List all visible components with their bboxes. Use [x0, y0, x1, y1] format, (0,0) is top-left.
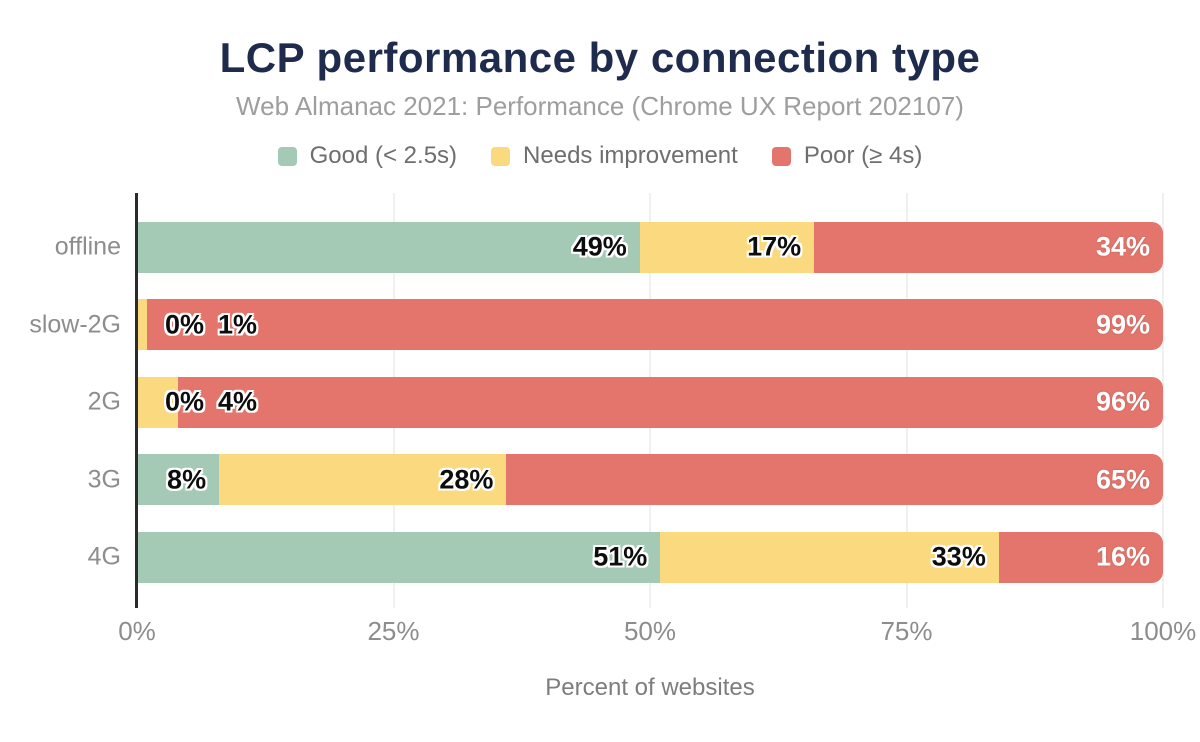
gridline-100	[1162, 193, 1164, 608]
legend-item-poor: Poor (≥ 4s)	[771, 142, 923, 170]
bar-segment-offline-good	[137, 221, 640, 273]
bar-row-2G: 0% 4% 96%	[137, 376, 1163, 428]
y-axis-label-offline: offline	[54, 232, 121, 261]
x-tick-label-25: 25%	[367, 616, 420, 646]
x-tick-label-50: 50%	[623, 616, 677, 646]
legend-swatch-good-icon	[277, 146, 297, 166]
y-axis-label-slow-2G: slow-2G	[29, 310, 121, 338]
bar-row-3G: 8% 28% 65%	[137, 454, 1163, 505]
bar-value-label: 4%	[218, 386, 258, 417]
bar-segment-3G-needs-improvement	[219, 454, 507, 505]
bar-value-label: 16%	[1095, 541, 1150, 572]
y-axis-label-2G: 2G	[87, 387, 121, 416]
bar-value-label: 65%	[1095, 464, 1150, 494]
bar-value-label: 99%	[1095, 309, 1150, 339]
bar-row-slow-2G: 0% 1% 99%	[137, 299, 1163, 350]
y-axis-label-4G: 4G	[87, 542, 121, 571]
bar-value-label: 0%	[165, 309, 205, 339]
bar-segment-3G-poor	[506, 454, 1163, 505]
bar-segment-2G-needs-improvement	[137, 376, 179, 428]
bar-value-label: 33%	[931, 541, 986, 572]
legend-item-good: Good (< 2.5s)	[277, 142, 458, 170]
bar-value-label: 1%	[218, 309, 258, 339]
legend-label-needs-improvement: Needs improvement	[523, 142, 738, 169]
bar-value-label: 28%	[439, 464, 494, 494]
bar-segment-3G-good	[137, 454, 220, 505]
x-axis-title: Percent of websites	[545, 674, 755, 701]
bar-row-4G: 51% 33% 16%	[137, 531, 1163, 583]
legend-label-good: Good (< 2.5s)	[309, 142, 458, 169]
y-axis-label-3G: 3G	[87, 465, 121, 493]
bar-value-label: 49%	[572, 231, 627, 262]
legend-label-poor: Poor (≥ 4s)	[803, 142, 923, 169]
plot-area: 0% 25% 50% 75% 100% offline 49% 17% 34% slow-2G 0%…	[29, 193, 1196, 646]
bar-value-label: 8%	[167, 464, 207, 494]
chart-title: LCP performance by connection type	[219, 34, 981, 81]
bar-segment-2G-poor	[178, 376, 1163, 428]
bar-segment-offline-poor	[814, 221, 1163, 273]
x-tick-label-0: 0%	[118, 616, 156, 646]
bar-segment-slow-2G-poor	[147, 299, 1163, 350]
bar-value-label: 51%	[593, 541, 648, 572]
bar-segment-offline-needs-improvement	[639, 221, 815, 273]
bar-value-label: 34%	[1095, 231, 1150, 262]
bar-value-label: 0%	[165, 386, 205, 417]
bar-segment-slow-2G-needs-improvement	[137, 299, 148, 350]
bar-segment-4G-good	[137, 531, 661, 583]
x-tick-label-100: 100%	[1129, 616, 1197, 646]
y-axis-line	[135, 193, 138, 608]
x-tick-label-75: 75%	[880, 616, 933, 646]
legend-swatch-needs-improvement-icon	[491, 146, 511, 166]
bar-value-label: 17%	[747, 231, 802, 262]
legend-swatch-poor-icon	[771, 146, 791, 166]
bar-value-label: 96%	[1095, 386, 1150, 417]
bar-segment-4G-needs-improvement	[660, 531, 999, 583]
chart-subtitle: Web Almanac 2021: Performance (Chrome UX…	[236, 91, 964, 121]
bar-row-offline: 49% 17% 34%	[137, 221, 1163, 273]
chart-legend: Good (< 2.5s) Needs improvement Poor (≥ …	[0, 142, 1200, 170]
legend-item-needs-improvement: Needs improvement	[491, 142, 738, 170]
bar-segment-4G-poor	[998, 531, 1163, 583]
